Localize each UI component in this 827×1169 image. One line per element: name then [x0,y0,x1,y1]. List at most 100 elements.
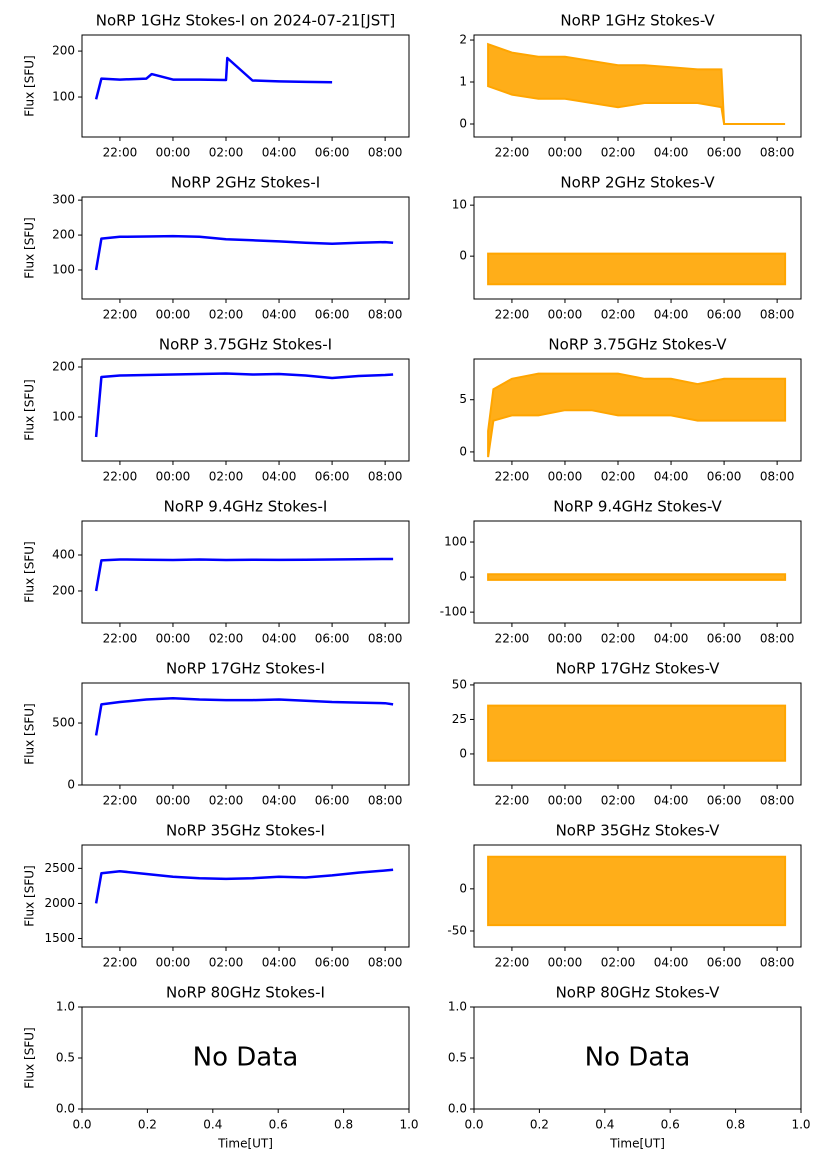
x-tick-label: 06:00 [707,308,742,322]
flux-band [487,704,787,762]
x-tick-label: 0.4 [595,1118,614,1132]
y-tick-label: 2500 [44,861,75,875]
no-data-label: No Data [585,1043,691,1073]
y-axis-label: Flux [SFU] [23,217,37,278]
y-tick-label: 50 [452,677,467,691]
plot-frame [473,520,802,624]
x-tick-label: 22:00 [495,794,530,808]
x-tick-label: 00:00 [548,146,583,160]
x-tick-label: 02:00 [601,956,636,970]
panel-title: NoRP 35GHz Stokes-I [166,822,325,840]
panel-title: NoRP 3.75GHz Stokes-I [159,336,332,354]
x-tick-label: 0.0 [72,1118,91,1132]
x-tick-label: 22:00 [103,632,138,646]
y-tick-label: 500 [52,716,75,730]
y-tick-label: 200 [52,228,75,242]
y-tick-label: 1.0 [448,1000,467,1014]
x-tick-label: 02:00 [601,308,636,322]
y-tick-label: 5 [459,392,467,406]
y-tick-label: 0 [459,444,467,458]
x-tick-label: 02:00 [209,956,244,970]
x-tick-label: 08:00 [368,308,403,322]
x-tick-label: 00:00 [548,470,583,484]
x-tick-label: 08:00 [368,470,403,484]
flux-band [487,372,787,458]
x-tick-label: 0.6 [661,1118,680,1132]
x-tick-label: 0.8 [334,1118,353,1132]
x-tick-label: 22:00 [495,956,530,970]
x-tick-label: 04:00 [262,794,297,808]
plot-frame [81,196,410,300]
y-tick-label: -50 [447,923,467,937]
x-tick-label: 04:00 [654,146,689,160]
x-tick-label: 00:00 [156,632,191,646]
flux-line [94,696,394,736]
x-tick-label: 22:00 [495,632,530,646]
y-tick-label: 300 [52,193,75,207]
x-axis-label: Time[UT] [217,1137,273,1151]
y-tick-label: 25 [452,712,467,726]
y-tick-label: 1500 [44,931,75,945]
x-tick-label: 08:00 [760,470,795,484]
y-tick-label: 0 [67,778,75,792]
flux-line [94,868,394,904]
x-tick-label: 0.6 [269,1118,288,1132]
y-tick-label: 0.5 [56,1051,75,1065]
x-tick-label: 04:00 [654,308,689,322]
x-tick-label: 02:00 [209,794,244,808]
y-axis-label: Flux [SFU] [23,379,37,440]
plot-frame [473,844,802,948]
flux-band [487,252,787,286]
x-tick-label: 00:00 [156,146,191,160]
y-tick-label: 0.0 [448,1102,467,1116]
flux-band [487,42,786,125]
x-tick-label: 06:00 [315,956,350,970]
x-tick-label: 04:00 [262,956,297,970]
x-tick-label: 1.0 [791,1118,810,1132]
panel-title: NoRP 17GHz Stokes-I [166,660,325,678]
y-tick-label: 0.0 [56,1102,75,1116]
x-tick-label: 00:00 [156,308,191,322]
y-axis-label: Flux [SFU] [23,703,37,764]
x-tick-label: 1.0 [399,1118,418,1132]
x-tick-label: 04:00 [262,146,297,160]
y-tick-label: 2000 [44,896,75,910]
x-tick-label: 22:00 [103,794,138,808]
panel-title: NoRP 1GHz Stokes-V [560,12,715,30]
x-tick-label: 22:00 [495,470,530,484]
x-tick-label: 02:00 [601,794,636,808]
x-tick-label: 22:00 [495,146,530,160]
x-tick-label: 02:00 [209,146,244,160]
flux-band [487,855,787,927]
x-tick-label: 08:00 [760,308,795,322]
y-tick-label: 10 [452,198,467,212]
panel-title: NoRP 2GHz Stokes-I [171,174,320,192]
y-tick-label: 0 [459,746,467,760]
plot-frame [81,520,410,624]
y-tick-label: 200 [52,44,75,58]
plot-frame [473,1006,802,1110]
plot-frame [473,34,802,138]
y-tick-label: 2 [459,33,467,47]
panel-title: NoRP 9.4GHz Stokes-I [164,498,328,516]
panel-title: NoRP 1GHz Stokes-I on 2024-07-21[JST] [96,12,396,30]
y-tick-label: -100 [440,605,467,619]
y-tick-label: 400 [52,548,75,562]
y-tick-label: 100 [52,410,75,424]
x-tick-label: 22:00 [103,470,138,484]
panel-title: NoRP 80GHz Stokes-I [166,984,325,1002]
x-tick-label: 06:00 [707,794,742,808]
x-tick-label: 08:00 [760,146,795,160]
x-tick-label: 04:00 [654,794,689,808]
x-tick-label: 04:00 [654,470,689,484]
y-tick-label: 0 [459,249,467,263]
flux-line [94,557,394,592]
y-tick-label: 0 [459,116,467,130]
no-data-label: No Data [193,1043,299,1073]
y-tick-label: 0 [459,881,467,895]
x-tick-label: 04:00 [654,956,689,970]
x-tick-label: 0.0 [464,1118,483,1132]
y-tick-label: 100 [444,535,467,549]
y-axis-label: Flux [SFU] [23,541,37,602]
